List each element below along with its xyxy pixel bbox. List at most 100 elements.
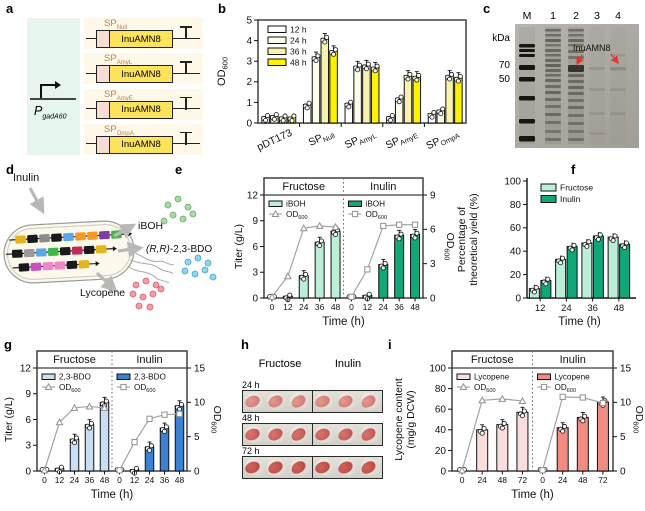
- axis-text: 5: [194, 432, 200, 443]
- data-point: [586, 239, 592, 245]
- gel-band: [545, 91, 561, 94]
- x-category-label: 12: [535, 303, 546, 314]
- od-marker: [116, 467, 123, 474]
- gel-band: [545, 39, 561, 42]
- od-marker: [364, 266, 371, 273]
- axis-text: 10: [194, 398, 206, 409]
- lycopene-dot: [157, 285, 165, 293]
- y-axis-label: OD600: [216, 57, 230, 86]
- data-point: [519, 413, 525, 419]
- promoter-baseline: [30, 98, 76, 100]
- lycopene-dot: [146, 303, 154, 311]
- axis-text: 3: [252, 268, 258, 279]
- annotation-arrow: [610, 53, 619, 65]
- gel-band: [589, 67, 605, 70]
- gel-band: [545, 79, 561, 82]
- axis-text: 100: [504, 176, 521, 187]
- bdo-dot: [191, 270, 199, 278]
- gel-lane-label-3: 3: [594, 10, 600, 22]
- bdo-dot: [204, 259, 212, 267]
- lycopene-dot: [135, 302, 143, 310]
- legend-label: 2,3-BDO: [134, 372, 166, 381]
- axis-text: 40: [435, 425, 447, 436]
- x-tick-label: 36: [394, 302, 404, 312]
- x-axis-label: Time (h): [322, 316, 365, 328]
- axis-text: 9: [430, 190, 436, 201]
- panel-h: h Fructose Inulin 24 h 48 h 72 h: [235, 336, 390, 511]
- data-point: [582, 413, 588, 419]
- x-tick-label: 24: [70, 475, 80, 485]
- data-point: [438, 111, 444, 117]
- theoretical-yield-chart: 0 20 40 60 80 100 Percentage of theoretical yie…: [456, 176, 636, 328]
- legend-swatch: [267, 36, 287, 44]
- output-arrow-icon: [113, 223, 137, 239]
- gel-band: [589, 112, 605, 115]
- lycopene-dot: [132, 281, 140, 289]
- data-point: [560, 255, 566, 261]
- pellet-photo: [313, 391, 336, 412]
- gel-band: [545, 69, 561, 72]
- gene-cassette: [63, 232, 74, 242]
- gel-band: [519, 49, 535, 52]
- bar: [596, 401, 609, 472]
- pellet-photo: [243, 391, 266, 412]
- pellet-col-inulin: Inulin: [334, 358, 362, 370]
- gel-lane-label-1: 1: [550, 10, 556, 22]
- data-point: [416, 72, 422, 78]
- gel-band: [568, 106, 584, 109]
- od-marker: [396, 221, 403, 228]
- x-tick-label: 72: [518, 475, 528, 485]
- axis-text: 15: [620, 363, 632, 374]
- terminator-icon: [180, 131, 192, 145]
- x-tick-label: 48: [498, 475, 508, 485]
- panel-e: e 0 3 6 9 12 0 3 6 9 Titer (g/L) OD600 Time (h) Fruc…: [170, 163, 456, 336]
- legend-label: OD600: [555, 383, 577, 394]
- axis-text: 0: [246, 118, 252, 129]
- data-point: [58, 464, 64, 470]
- data-point: [455, 78, 461, 84]
- legend-swatch: [348, 200, 362, 207]
- construct-spnull: SPNull InuAMN8: [84, 18, 203, 49]
- lycopene-content-chart: 0 20 40 60 80 100 0 5 10 15 Lycopene content (mg/g …: [393, 350, 645, 501]
- gel-band: [545, 98, 561, 101]
- axis-text: 40: [510, 247, 522, 258]
- axis-text: 60: [510, 223, 522, 234]
- bar: [403, 75, 413, 124]
- x-tick-label: 24: [477, 475, 487, 485]
- axis-text: 3: [246, 57, 252, 68]
- y-axis-label: (mg/g DCW): [405, 390, 417, 448]
- gel-band: [568, 80, 584, 83]
- legend-label: 24 h: [290, 36, 307, 46]
- legend-swatch: [540, 183, 557, 192]
- legend-label: OD600: [366, 210, 388, 221]
- signal-peptide-box: [96, 65, 110, 84]
- gel-band: [545, 54, 561, 57]
- terminator-icon: [180, 61, 192, 75]
- x-tick-label: 24: [558, 475, 568, 485]
- data-point: [396, 236, 402, 242]
- axis-text: 0: [440, 466, 446, 477]
- gene-cassette: [59, 246, 71, 256]
- data-point: [331, 51, 337, 57]
- axis-text: 0: [252, 293, 258, 304]
- y2-axis-label: OD600: [631, 406, 645, 434]
- iboh-dot: [169, 211, 177, 219]
- gel-band: [545, 34, 561, 37]
- x-category-label: 48: [614, 303, 625, 314]
- od-marker: [539, 467, 546, 474]
- legend-label: Inulin: [560, 194, 581, 204]
- gel-band: [545, 113, 561, 116]
- bdo-dot: [194, 254, 202, 262]
- legend-label: Fructose: [560, 183, 593, 193]
- gel-band: [610, 88, 626, 91]
- data-point: [531, 289, 537, 295]
- data-point: [545, 276, 551, 282]
- pellet-photo: [243, 424, 266, 445]
- legend-label: OD600: [134, 383, 156, 394]
- x-tick-label: 12: [55, 475, 65, 485]
- data-point: [163, 424, 169, 430]
- data-point: [333, 231, 339, 237]
- od-marker: [146, 415, 153, 422]
- pellet-time-label: 72 h: [242, 446, 260, 456]
